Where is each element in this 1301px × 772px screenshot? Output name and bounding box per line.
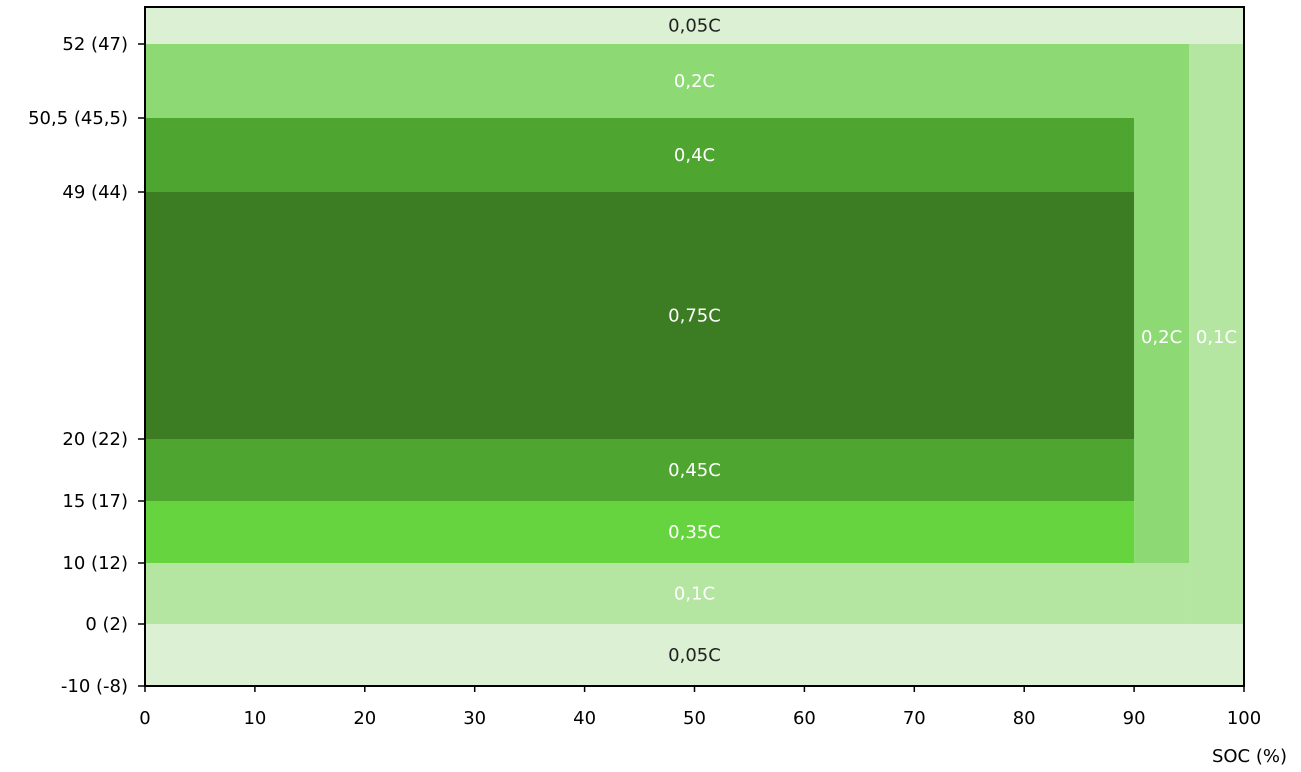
x-tick-label: 70 [903, 708, 926, 729]
zone-label: 0,75C [668, 306, 721, 327]
zone-rect [145, 501, 1135, 563]
x-tick-label: 60 [793, 708, 816, 729]
zone-label: 0,35C [668, 522, 721, 543]
zone-rect [145, 439, 1135, 501]
y-tick-label: 15 (17) [62, 491, 128, 512]
zone-rect [145, 563, 1190, 624]
zone-label: 0,1C [674, 584, 715, 605]
zone-rect [145, 118, 1135, 192]
y-tick-label: 0 (2) [85, 614, 128, 635]
x-tick-label: 30 [463, 708, 486, 729]
zone-rect [1189, 44, 1244, 624]
x-tick-label: 20 [353, 708, 376, 729]
zone-label: 0,2C [674, 71, 715, 92]
zone-label: 0,05C [668, 645, 721, 666]
x-tick-label: 50 [683, 708, 706, 729]
x-tick-label: 40 [573, 708, 596, 729]
y-tick-label: 50,5 (45,5) [28, 108, 128, 129]
zone-label: 0,45C [668, 460, 721, 481]
zone-rect [145, 44, 1190, 118]
x-tick-label: 100 [1227, 708, 1261, 729]
x-tick-label: 90 [1123, 708, 1146, 729]
x-tick-label: 80 [1013, 708, 1036, 729]
x-axis-title: SOC (%) [1212, 746, 1287, 767]
y-tick-label: 49 (44) [62, 182, 128, 203]
x-tick-label: 10 [243, 708, 266, 729]
zone-label: 0,2C [1141, 327, 1182, 348]
y-tick-label: 20 (22) [62, 429, 128, 450]
zone-rect [1134, 118, 1190, 563]
zones-layer [145, 7, 1244, 686]
zone-rect [145, 192, 1135, 439]
zone-rect [145, 7, 1244, 44]
zone-label: 0,05C [668, 16, 721, 37]
zone-rect [145, 624, 1244, 686]
zone-label: 0,1C [1196, 327, 1237, 348]
y-tick-label: -10 (-8) [61, 676, 128, 697]
y-tick-label: 10 (12) [62, 553, 128, 574]
zone-label: 0,4C [674, 145, 715, 166]
axes-layer: 52 (47) 50,5 (45,5) 49 (44) 20 (22) 15 (17) 1… [28, 6, 1261, 729]
y-tick-label: 52 (47) [62, 34, 128, 55]
x-tick-label: 0 [139, 708, 150, 729]
zone-labels-layer: 0,05C 0,1C 0,2C 0,2C 0,4C 0,75C 0,45C 0,35C 0,1C… [668, 16, 1237, 667]
